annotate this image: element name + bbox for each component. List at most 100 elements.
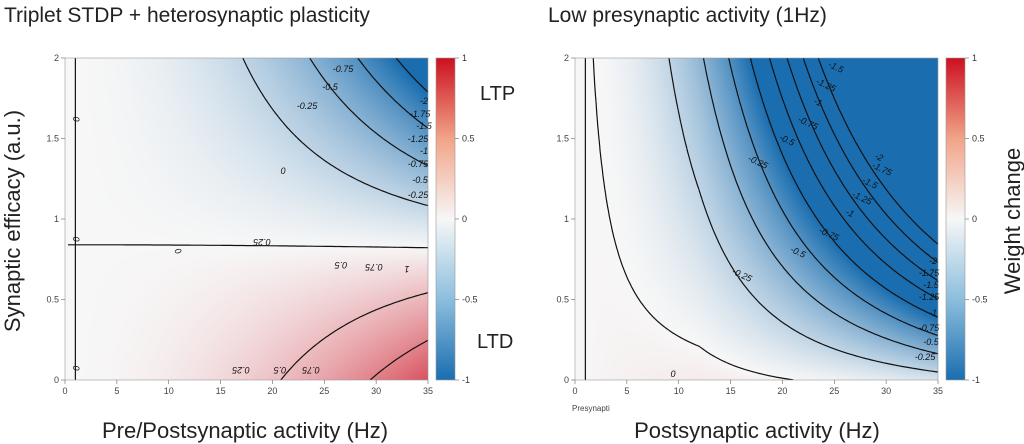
x-ticks-left: 0 5 10 15 20 25 30 35 [62, 380, 433, 396]
y-tick-label: 0.5 [46, 295, 59, 305]
corner-text: Presynapti [572, 404, 610, 413]
chart-right-title: Low presynaptic activity (1Hz) [548, 4, 827, 27]
colorbar-right-gradient [945, 57, 966, 381]
contour-label: -0.25 [408, 190, 430, 200]
chart-left-ylabel: Synaptic efficacy (a.u.) [0, 110, 25, 332]
contour-label: -1.75 [410, 109, 432, 119]
contour-line [242, 58, 428, 207]
contour-label: -0.25 [297, 101, 319, 111]
contour-label: -1.25 [919, 292, 941, 302]
contour-label: -2 [420, 96, 428, 106]
y-tick-label: 2 [54, 53, 59, 63]
x-tick-label: 5 [114, 386, 119, 396]
y-tick-label: 1 [54, 214, 59, 224]
y-tick-label: 0.5 [556, 295, 569, 305]
contour-label: 0.75 [301, 365, 320, 375]
x-tick-label: 30 [881, 386, 891, 396]
contour-label: -2 [873, 151, 884, 163]
contour-label: 0 [172, 246, 183, 255]
heatmap-right [575, 58, 938, 380]
y-tick-label: 2 [564, 53, 569, 63]
colorbar-left: 1 0.5 0 -0.5 -1 [435, 53, 478, 385]
colorbar-tick-label: -0.5 [972, 295, 988, 305]
x-tick-label: 20 [267, 386, 277, 396]
contour-line [395, 58, 428, 93]
plot-right: -0.25-0.5-0.75-1-1.25-1.5-2-1.75-1.5-1.2… [556, 53, 943, 413]
x-tick-label: 30 [371, 386, 381, 396]
chart-right-xlabel: Postsynaptic activity (Hz) [634, 418, 880, 443]
colorbar-tick-label: -1 [972, 375, 980, 385]
contour-label: 0.75 [364, 262, 383, 272]
contour-line [369, 339, 428, 380]
contour-label: 0 [280, 166, 285, 176]
contour-line [768, 58, 938, 300]
contour-label: -0.25 [915, 352, 937, 362]
contour-line [357, 58, 428, 129]
colorbar-right: 1 0.5 0 -0.5 -1 [945, 53, 988, 385]
contour-line [728, 58, 938, 337]
contour-label: 0.25 [231, 365, 250, 375]
y-ticks-right: 0 0.5 1 1.5 2 [556, 53, 575, 385]
heatmap-left [65, 58, 428, 380]
colorbar-tick-label: 1 [462, 53, 467, 63]
y-tick-label: 1.5 [556, 134, 569, 144]
contour-line [592, 58, 794, 380]
colorbar-tick-label: 1 [972, 53, 977, 63]
chart-left-xlabel: Pre/Postsynaptic activity (Hz) [102, 418, 388, 443]
contour-line [68, 244, 428, 249]
contour-label: -1 [929, 308, 937, 318]
contour-line [668, 58, 938, 373]
contour-label: -1.5 [923, 280, 940, 290]
contour-label: -0.75 [408, 159, 430, 169]
x-tick-label: 15 [726, 386, 736, 396]
colorbar-right-ticks: 1 0.5 0 -0.5 -1 [965, 53, 988, 385]
contour-label: -0.5 [412, 175, 429, 185]
x-tick-label: 35 [933, 386, 943, 396]
x-ticks-right: 0 5 10 15 20 25 30 35 [572, 380, 943, 396]
colorbar-tick-label: 0.5 [462, 134, 475, 144]
x-tick-label: 5 [624, 386, 629, 396]
contour-line [702, 58, 938, 355]
contour-label: 0.5 [273, 365, 287, 375]
x-tick-label: 25 [319, 386, 329, 396]
x-tick-label: 0 [572, 386, 577, 396]
ltp-annotation: LTP [480, 83, 515, 105]
contour-line [817, 58, 938, 245]
contour-label: -0.5 [923, 337, 940, 347]
contour-label: 1 [404, 264, 409, 274]
contour-label: 0 [71, 236, 81, 241]
colorbar-right-label: Weight change [1000, 148, 1024, 294]
x-tick-label: 15 [216, 386, 226, 396]
contour-label: -0.75 [919, 323, 941, 333]
x-tick-label: 0 [62, 386, 67, 396]
contours-left [68, 58, 428, 380]
colorbar-tick-label: 0 [972, 214, 977, 224]
contour-label: 0 [670, 369, 675, 379]
chart-left: Triplet STDP + heterosynaptic plasticity… [0, 4, 515, 443]
contour-label: 0.5 [334, 260, 348, 270]
chart-right: Low presynaptic activity (1Hz) -0.25 -0.5… [548, 4, 1024, 443]
x-tick-label: 35 [423, 386, 433, 396]
x-tick-label: 10 [164, 386, 174, 396]
x-tick-label: 10 [674, 386, 684, 396]
contour-line [280, 292, 428, 380]
y-tick-label: 1 [564, 214, 569, 224]
contour-label: -0.75 [333, 64, 355, 74]
y-tick-label: 0 [564, 375, 569, 385]
contour-line [802, 58, 938, 263]
y-tick-label: 0 [54, 375, 59, 385]
x-tick-label: 20 [777, 386, 787, 396]
x-tick-label: 25 [829, 386, 839, 396]
contour-label: -2 [929, 256, 937, 266]
contour-label: -1 [420, 146, 428, 156]
contour-label: -0.5 [322, 82, 339, 92]
ltd-annotation: LTD [477, 331, 513, 353]
colorbar-tick-label: 0.5 [972, 134, 985, 144]
contour-label: -1.25 [408, 134, 430, 144]
colorbar-tick-label: -1 [462, 375, 470, 385]
colorbar-tick-label: -0.5 [462, 295, 478, 305]
y-ticks-left: 0 0.5 1 1.5 2 [46, 53, 65, 385]
